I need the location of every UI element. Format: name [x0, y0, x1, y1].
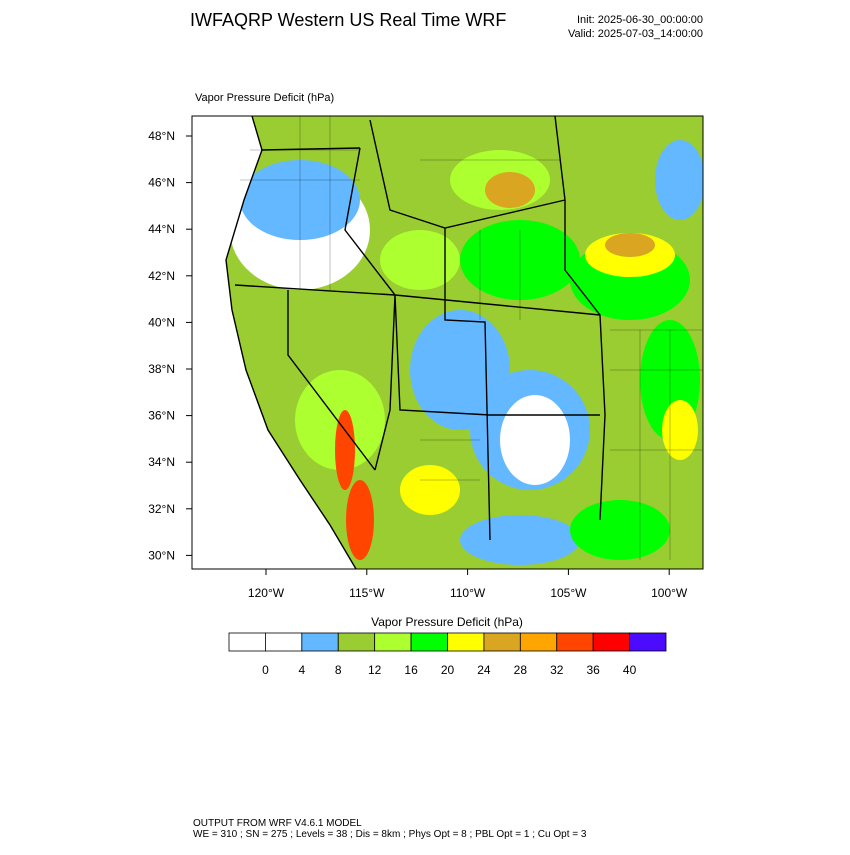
lat-label: 32°N — [148, 502, 175, 516]
colorbar: 0 4 8 12 16 20 24 28 32 36 40 — [228, 632, 667, 677]
colorbar-title: Vapor Pressure Deficit (hPa) — [371, 615, 523, 629]
ticks: 48°N 46°N 44°N 42°N 40°N 38°N 36°N 34°N 32°N 30°N… — [148, 129, 688, 600]
lat-label: 30°N — [148, 548, 175, 562]
lat-label: 42°N — [148, 269, 175, 283]
colorbar-box — [301, 632, 339, 652]
colorbar-label: 28 — [514, 663, 528, 677]
valid-time: Valid: 2025-07-03_14:00:00 — [568, 28, 703, 40]
lon-label: 105°W — [550, 586, 587, 600]
lat-label: 40°N — [148, 315, 175, 329]
colorbar-box — [228, 632, 266, 652]
lat-label: 44°N — [148, 222, 175, 236]
colorbar-label: 32 — [550, 663, 564, 677]
colorbar-box — [337, 632, 376, 652]
colorbar-label: 40 — [623, 663, 637, 677]
colorbar-box — [592, 632, 630, 652]
lat-label: 34°N — [148, 455, 175, 469]
init-time: Init: 2025-06-30_00:00:00 — [577, 14, 703, 26]
map-frame — [191, 115, 704, 570]
colorbar-label: 0 — [262, 663, 269, 677]
lat-label: 46°N — [148, 176, 175, 190]
title: IWFAQRP Western US Real Time WRF — [190, 10, 506, 30]
lat-label: 36°N — [148, 409, 175, 423]
colorbar-box — [265, 632, 303, 652]
footer-line: WE = 310 ; SN = 275 ; Levels = 38 ; Dis … — [193, 829, 587, 840]
colorbar-box — [519, 632, 558, 652]
map — [192, 116, 703, 569]
colorbar-box — [410, 632, 448, 652]
colorbar-box — [556, 632, 594, 652]
colorbar-label: 8 — [335, 663, 342, 677]
colorbar-box — [629, 632, 667, 652]
colorbar-label: 12 — [368, 663, 382, 677]
footer-line: OUTPUT FROM WRF V4.6.1 MODEL — [193, 818, 362, 829]
lon-label: 120°W — [248, 586, 285, 600]
colorbar-label: 24 — [477, 663, 491, 677]
plot-label: Vapor Pressure Deficit (hPa) — [195, 92, 334, 104]
colorbar-label: 4 — [298, 663, 305, 677]
colorbar-label: 16 — [404, 663, 418, 677]
lon-label: 110°W — [450, 586, 486, 600]
colorbar-box — [374, 632, 412, 652]
colorbar-box — [447, 632, 485, 652]
lat-label: 48°N — [148, 129, 175, 143]
lon-label: 100°W — [651, 586, 688, 600]
lon-label: 115°W — [349, 586, 385, 600]
colorbar-label: 36 — [586, 663, 600, 677]
colorbar-box — [483, 632, 521, 652]
lat-label: 38°N — [148, 362, 175, 376]
colorbar-label: 20 — [441, 663, 455, 677]
